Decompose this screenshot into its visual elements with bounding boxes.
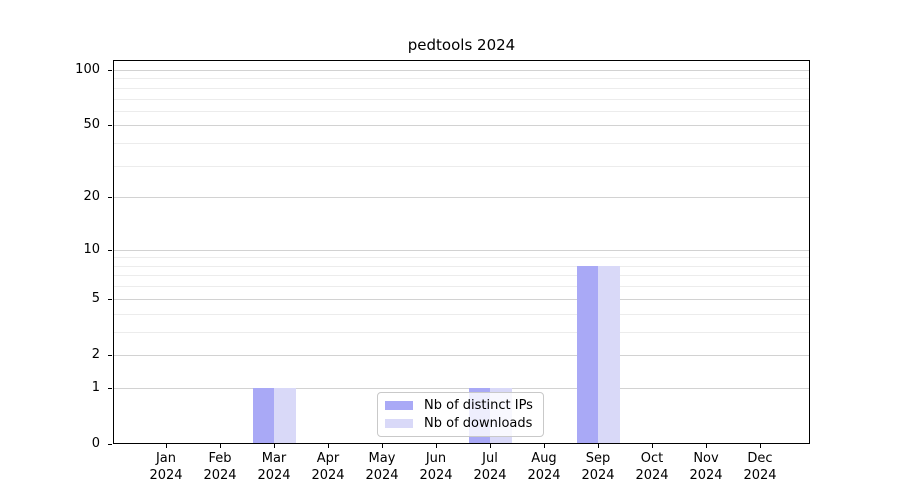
x-tick-year: 2024 [311,468,345,483]
legend-swatch-distinct-ips [385,401,413,410]
legend-item-downloads: Nb of downloads [385,415,543,431]
x-tick-mark [381,444,383,448]
y-tick-label: 0 [91,436,100,451]
x-tick-month: Nov [693,451,719,466]
y-tick-label: 10 [83,241,100,257]
legend-label-downloads: Nb of downloads [424,415,533,431]
x-tick-label: Apr 2024 [296,450,360,484]
y-tick-label: 20 [83,189,100,205]
y-tick-label: 2 [91,346,100,362]
x-tick-label: Jul 2024 [458,450,522,484]
x-tick-mark [705,444,707,448]
gridline-major [114,249,809,251]
x-tick-year: 2024 [365,468,399,483]
x-tick-month: Oct [640,451,664,466]
x-tick-month: Dec [747,451,773,466]
x-tick-label: May 2024 [350,450,414,484]
x-tick-mark [165,444,167,448]
gridline-minor [114,165,809,167]
x-tick-mark [327,444,329,448]
gridline-minor [114,257,809,259]
y-tick-label: 100 [75,62,100,77]
gridline-major [114,354,809,356]
x-tick-label: Jan 2024 [134,450,198,484]
x-tick-month: Jun [425,451,447,466]
gridline-major [114,387,809,389]
legend: Nb of distinct IPs Nb of downloads [377,392,544,437]
y-tick-mark [108,249,112,251]
x-tick-month: Sep [585,451,611,466]
x-tick-month: May [368,451,396,466]
x-tick-label: Oct 2024 [620,450,684,484]
x-tick-year: 2024 [581,468,615,483]
x-tick-label: Feb 2024 [188,450,252,484]
gridline-minor [114,98,809,100]
x-tick-label: Mar 2024 [242,450,306,484]
y-tick-mark [108,298,112,300]
gridline-minor [114,331,809,333]
gridline-major [114,125,809,127]
legend-item-distinct-ips: Nb of distinct IPs [385,397,543,413]
legend-swatch-downloads [385,419,413,428]
y-tick-mark [108,444,112,445]
gridline-minor [114,110,809,112]
x-tick-year: 2024 [419,468,453,483]
x-tick-year: 2024 [203,468,237,483]
x-tick-year: 2024 [149,468,183,483]
x-tick-label: Sep 2024 [566,450,630,484]
x-tick-label: Jun 2024 [404,450,468,484]
x-tick-year: 2024 [635,468,669,483]
y-tick-mark [108,387,112,389]
x-tick-mark [651,444,653,448]
x-tick-month: Mar [261,451,287,466]
gridline-minor [114,275,809,277]
gridline-minor [114,313,809,315]
x-tick-mark [435,444,437,448]
gridline-minor [114,286,809,288]
x-tick-mark [543,444,545,448]
x-tick-year: 2024 [527,468,561,483]
gridline-minor [114,87,809,89]
x-tick-label: Nov 2024 [674,450,738,484]
legend-label-distinct-ips: Nb of distinct IPs [424,397,533,413]
x-tick-year: 2024 [743,468,777,483]
x-tick-month: Apr [316,451,340,466]
x-tick-mark [759,444,761,448]
gridline-major [114,298,809,300]
gridline-major [114,70,809,71]
y-tick-mark [108,354,112,356]
bar-distinct-ips-sep [576,265,598,443]
x-tick-month: Aug [531,451,557,466]
y-tick-mark [108,197,112,199]
x-tick-year: 2024 [257,468,291,483]
x-tick-year: 2024 [689,468,723,483]
bar-downloads-mar [274,387,296,443]
gridline-minor [114,265,809,267]
x-tick-mark [273,444,275,448]
x-tick-month: Jan [155,451,177,466]
y-tick-mark [108,125,112,127]
plot-area [113,60,810,444]
x-tick-mark [219,444,221,448]
chart-title: pedtools 2024 [407,36,516,54]
gridline-minor [114,78,809,80]
gridline-major [114,197,809,199]
bar-distinct-ips-mar [252,387,274,443]
x-tick-month: Feb [208,451,232,466]
x-tick-mark [489,444,491,448]
y-tick-mark [108,70,112,71]
y-tick-label: 5 [91,290,100,306]
x-tick-mark [597,444,599,448]
x-tick-month: Jul [482,451,498,466]
y-tick-label: 50 [83,117,100,133]
bar-downloads-sep [598,265,620,443]
x-tick-label: Dec 2024 [728,450,792,484]
gridline-minor [114,143,809,145]
x-tick-year: 2024 [473,468,507,483]
y-tick-label: 1 [91,379,100,395]
x-tick-label: Aug 2024 [512,450,576,484]
